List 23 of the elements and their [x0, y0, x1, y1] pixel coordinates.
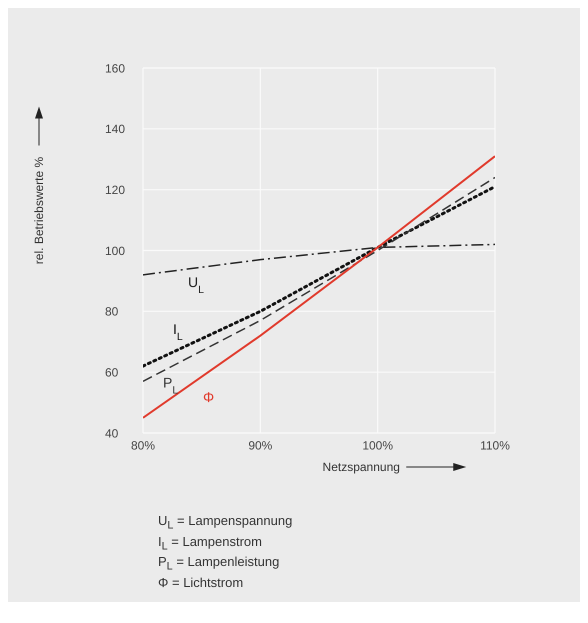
y-tick-label: 80 [105, 304, 119, 319]
line-series [143, 155, 495, 419]
x-tick-label: 90% [248, 438, 273, 453]
y-tick-label: 60 [105, 365, 119, 380]
line-series [143, 244, 495, 276]
text: P$_{L}$ = Lampenleistung [158, 554, 280, 575]
series-label: P$_{L}$ [163, 374, 178, 396]
y-tick-label: 160 [105, 61, 126, 76]
series-label: Φ [203, 388, 214, 405]
x-tick-label: 100% [362, 438, 394, 453]
text: Φ = Lichtstrom [158, 574, 244, 590]
text: I$_{L}$ = Lampenstrom [158, 534, 263, 554]
x-tick-label: 110% [480, 438, 510, 453]
y-tick-label: 120 [105, 182, 126, 197]
x-axis-title: Netzspannung [322, 460, 400, 474]
y-tick-label: 40 [105, 426, 119, 440]
y-axis-title: rel. Betriebswerte % [32, 156, 46, 264]
x-tick-label: 80% [130, 438, 156, 453]
series-label: U$_{L}$ [188, 274, 204, 296]
text: U$_{L}$ = Lampenspannung [158, 513, 294, 534]
y-tick-label: 100 [105, 244, 126, 258]
series-label: I$_{L}$ [173, 321, 183, 344]
y-tick-label: 140 [105, 122, 126, 136]
